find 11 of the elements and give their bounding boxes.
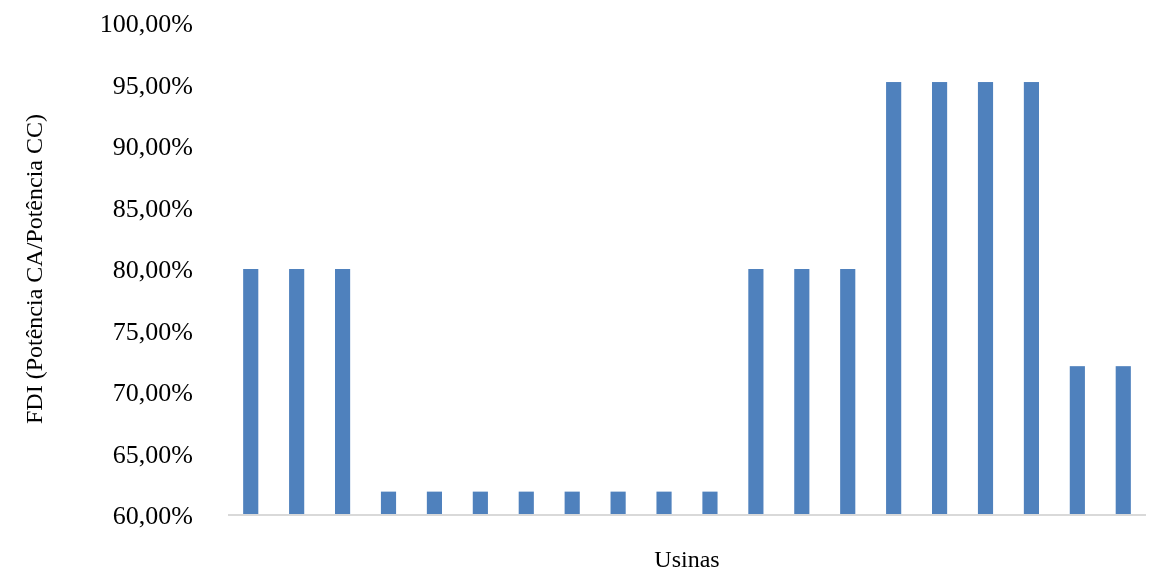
y-tick-label: 100,00% xyxy=(99,9,193,39)
y-tick-label: 95,00% xyxy=(112,70,193,100)
x-axis-title: Usinas xyxy=(654,546,720,572)
y-axis-title: FDI (Potência CA/Potência CC) xyxy=(21,114,47,424)
y-tick-label: 70,00% xyxy=(112,378,193,408)
y-tick-label: 85,00% xyxy=(112,193,193,223)
y-tick-label: 75,00% xyxy=(112,316,193,346)
y-tick-label: 90,00% xyxy=(112,132,193,162)
y-tick-label: 65,00% xyxy=(112,439,193,469)
y-tick-label: 80,00% xyxy=(112,255,193,285)
y-tick-label: 60,00% xyxy=(112,501,193,531)
